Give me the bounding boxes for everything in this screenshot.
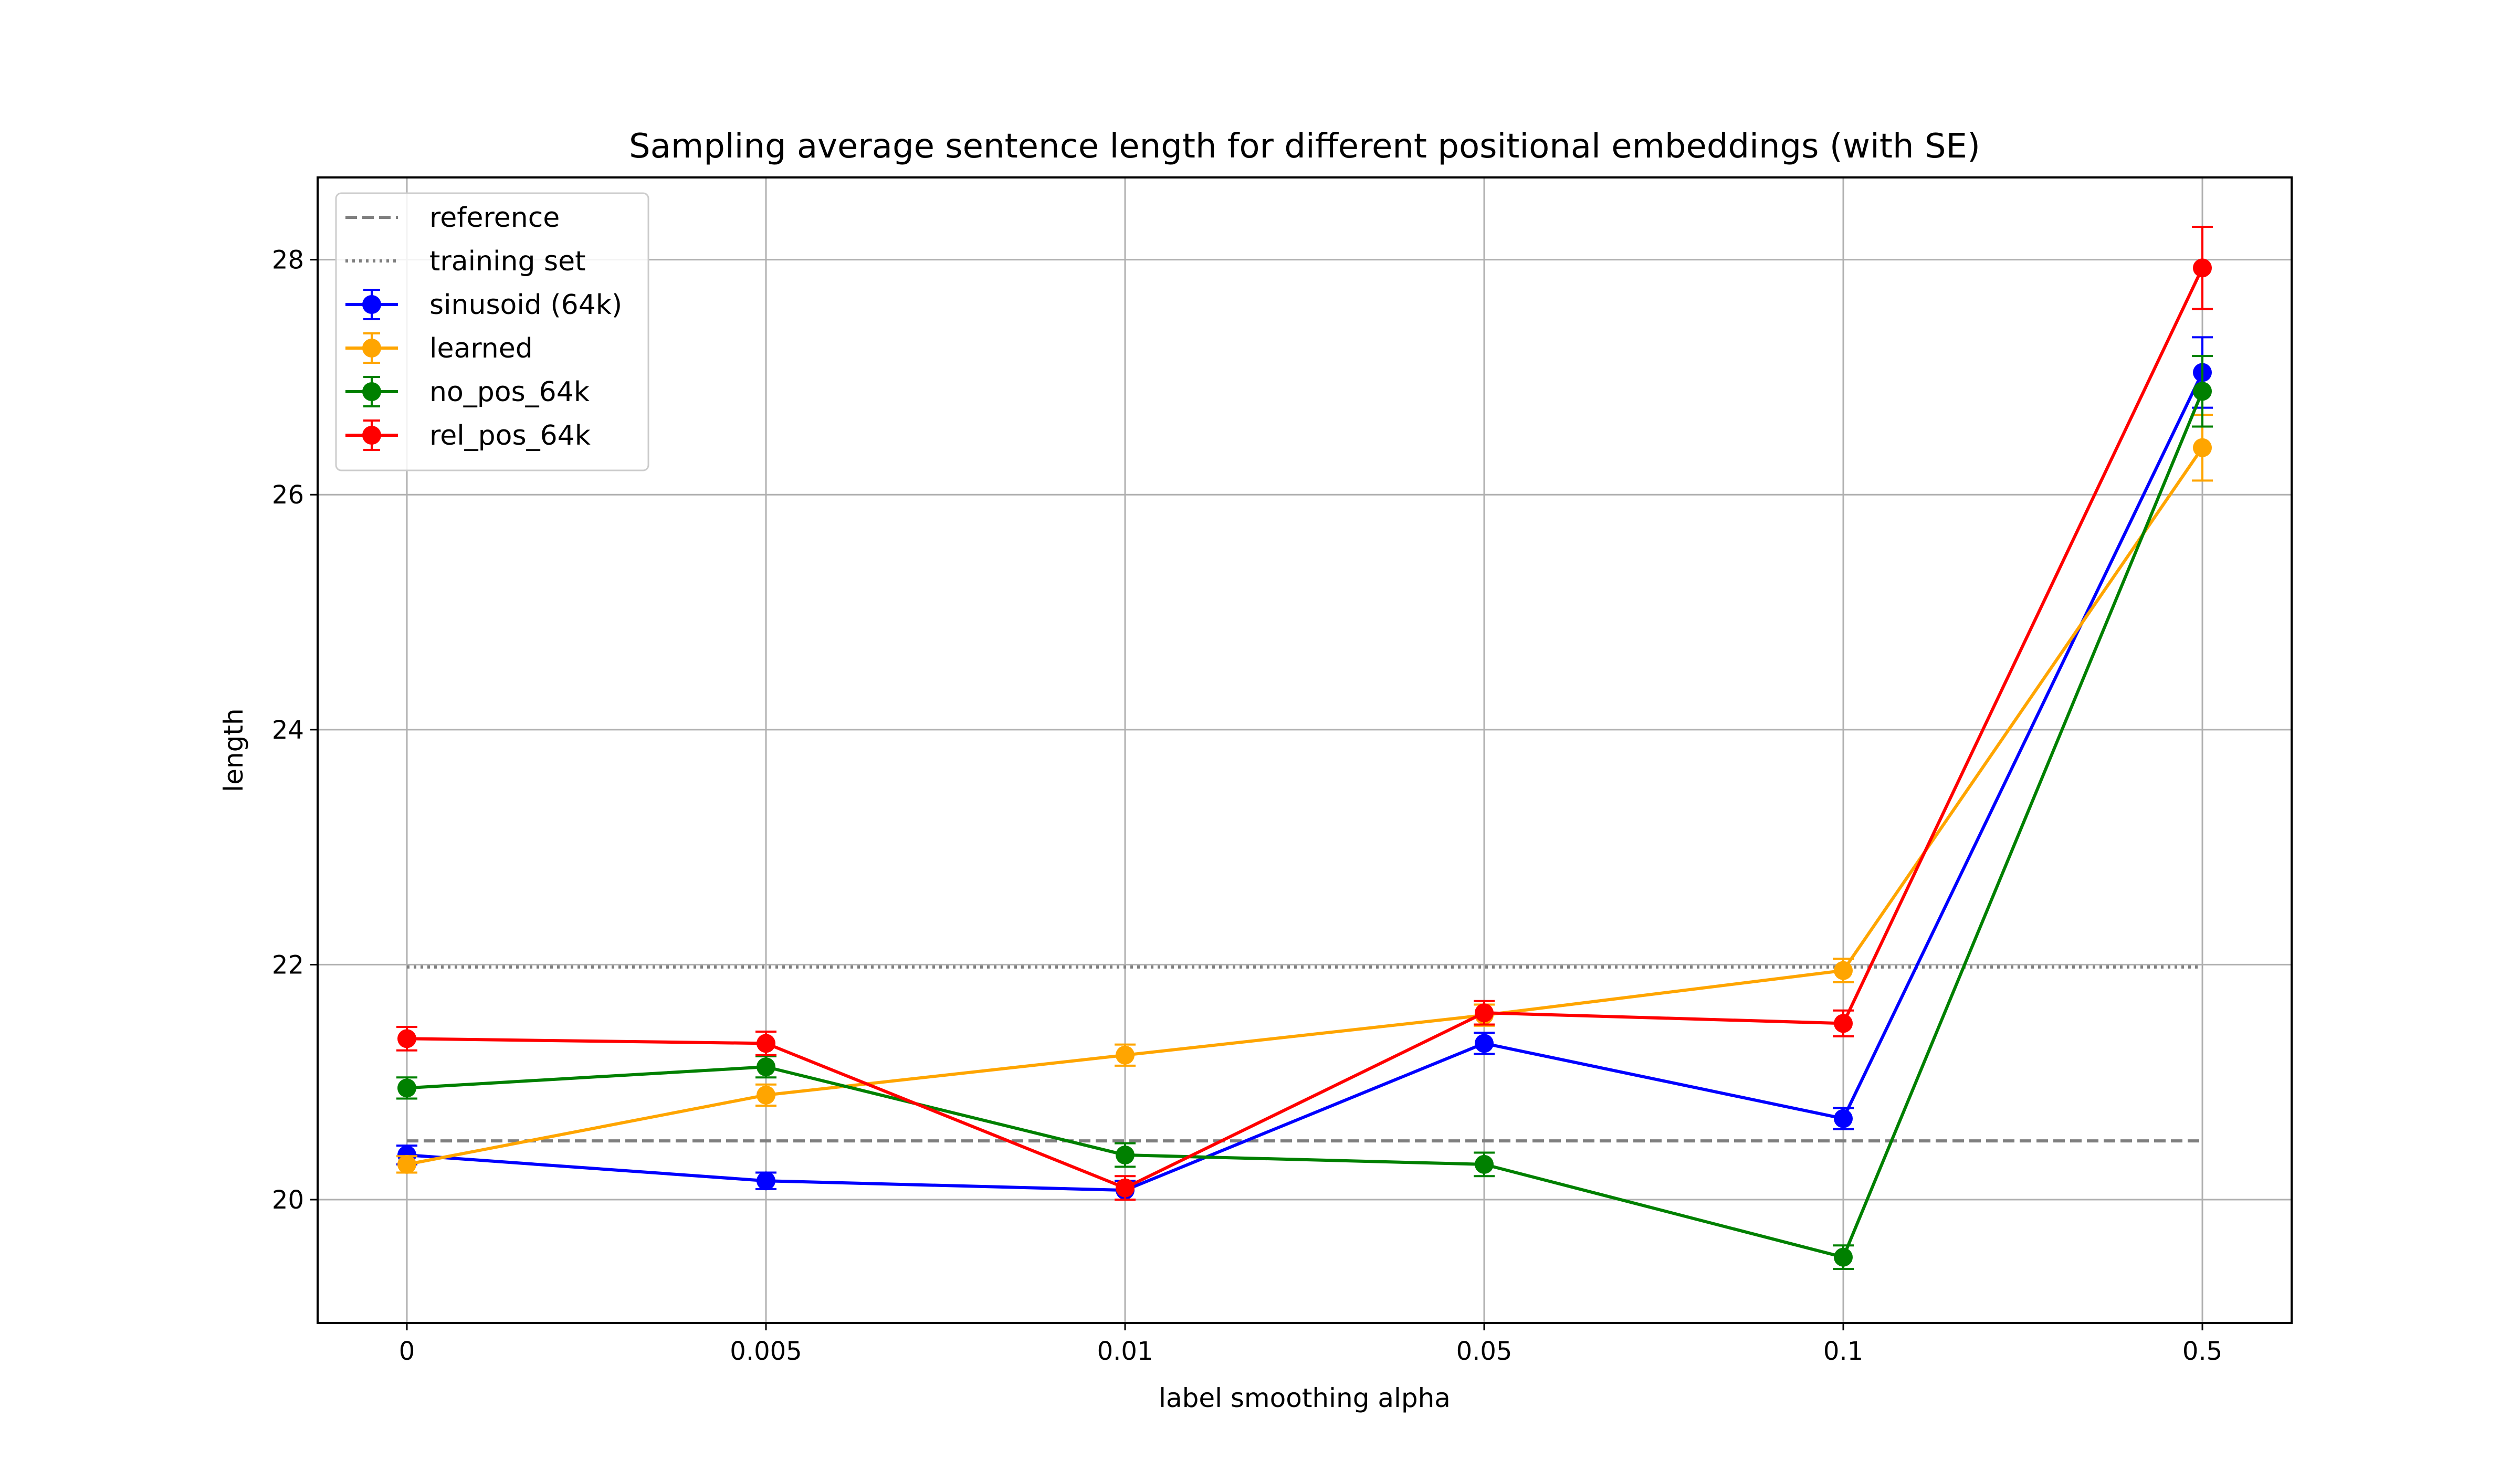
data-point xyxy=(2193,258,2212,278)
series-line xyxy=(406,372,2204,1192)
x-axis-label: label smoothing alpha xyxy=(1159,1383,1451,1413)
series-group xyxy=(396,225,2213,1270)
data-point xyxy=(1834,1014,1853,1033)
legend-marker xyxy=(362,426,381,445)
data-point xyxy=(757,1057,775,1077)
grid xyxy=(318,177,2292,1323)
series-learned xyxy=(396,414,2213,1174)
y-axis-label: length xyxy=(218,708,249,792)
legend-label: training set xyxy=(429,246,585,277)
legend-marker xyxy=(362,295,381,314)
data-point xyxy=(1116,1145,1135,1164)
data-point xyxy=(1834,961,1853,980)
series-rel-pos-64k xyxy=(396,225,2213,1201)
x-tick-label: 0 xyxy=(399,1337,415,1366)
legend-label: sinusoid (64k) xyxy=(429,289,622,321)
x-tick-label: 0.005 xyxy=(730,1337,802,1366)
series-line xyxy=(406,391,2204,1259)
legend-marker xyxy=(362,339,381,358)
data-point xyxy=(1475,1154,1494,1174)
axis-ticks: 0 0.005 0.01 0.05 0.1 0.5 20 22 24 26 28 xyxy=(272,246,2222,1366)
legend-label: reference xyxy=(429,202,560,234)
x-tick-label: 0.5 xyxy=(2182,1337,2222,1366)
legend-label: rel_pos_64k xyxy=(429,420,591,452)
y-tick-label: 28 xyxy=(272,246,304,275)
legend-marker xyxy=(362,382,381,401)
x-tick-label: 0.1 xyxy=(1823,1337,1863,1366)
x-tick-label: 0.01 xyxy=(1097,1337,1153,1366)
data-point xyxy=(397,1029,416,1048)
data-point xyxy=(2193,438,2212,457)
data-point xyxy=(397,1154,416,1174)
y-tick-label: 26 xyxy=(272,480,304,510)
reference-lines xyxy=(407,965,2202,1143)
data-point xyxy=(2193,382,2212,401)
data-point xyxy=(757,1171,775,1191)
data-point xyxy=(1475,1003,1494,1023)
data-point xyxy=(1475,1034,1494,1053)
x-tick-label: 0.05 xyxy=(1456,1337,1513,1366)
legend-label: no_pos_64k xyxy=(429,376,590,408)
chart-title: Sampling average sentence length for dif… xyxy=(629,127,1980,166)
data-point xyxy=(757,1085,775,1105)
legend-box xyxy=(335,192,649,471)
series-line xyxy=(406,267,2204,1190)
y-tick-label: 20 xyxy=(272,1185,304,1215)
data-point xyxy=(1834,1109,1853,1128)
series-no-pos-64k xyxy=(396,355,2213,1270)
plot-frame xyxy=(317,176,2293,1324)
legend-label: learned xyxy=(429,333,533,364)
series-line xyxy=(406,447,2204,1166)
data-point xyxy=(1116,1178,1135,1198)
y-tick-label: 24 xyxy=(272,716,304,745)
data-point xyxy=(1116,1045,1135,1065)
data-point xyxy=(397,1078,416,1098)
data-point xyxy=(1834,1247,1853,1267)
y-tick-label: 22 xyxy=(272,950,304,980)
legend: reference training set sinusoid (64k) learn… xyxy=(335,192,649,471)
data-point xyxy=(757,1034,775,1053)
